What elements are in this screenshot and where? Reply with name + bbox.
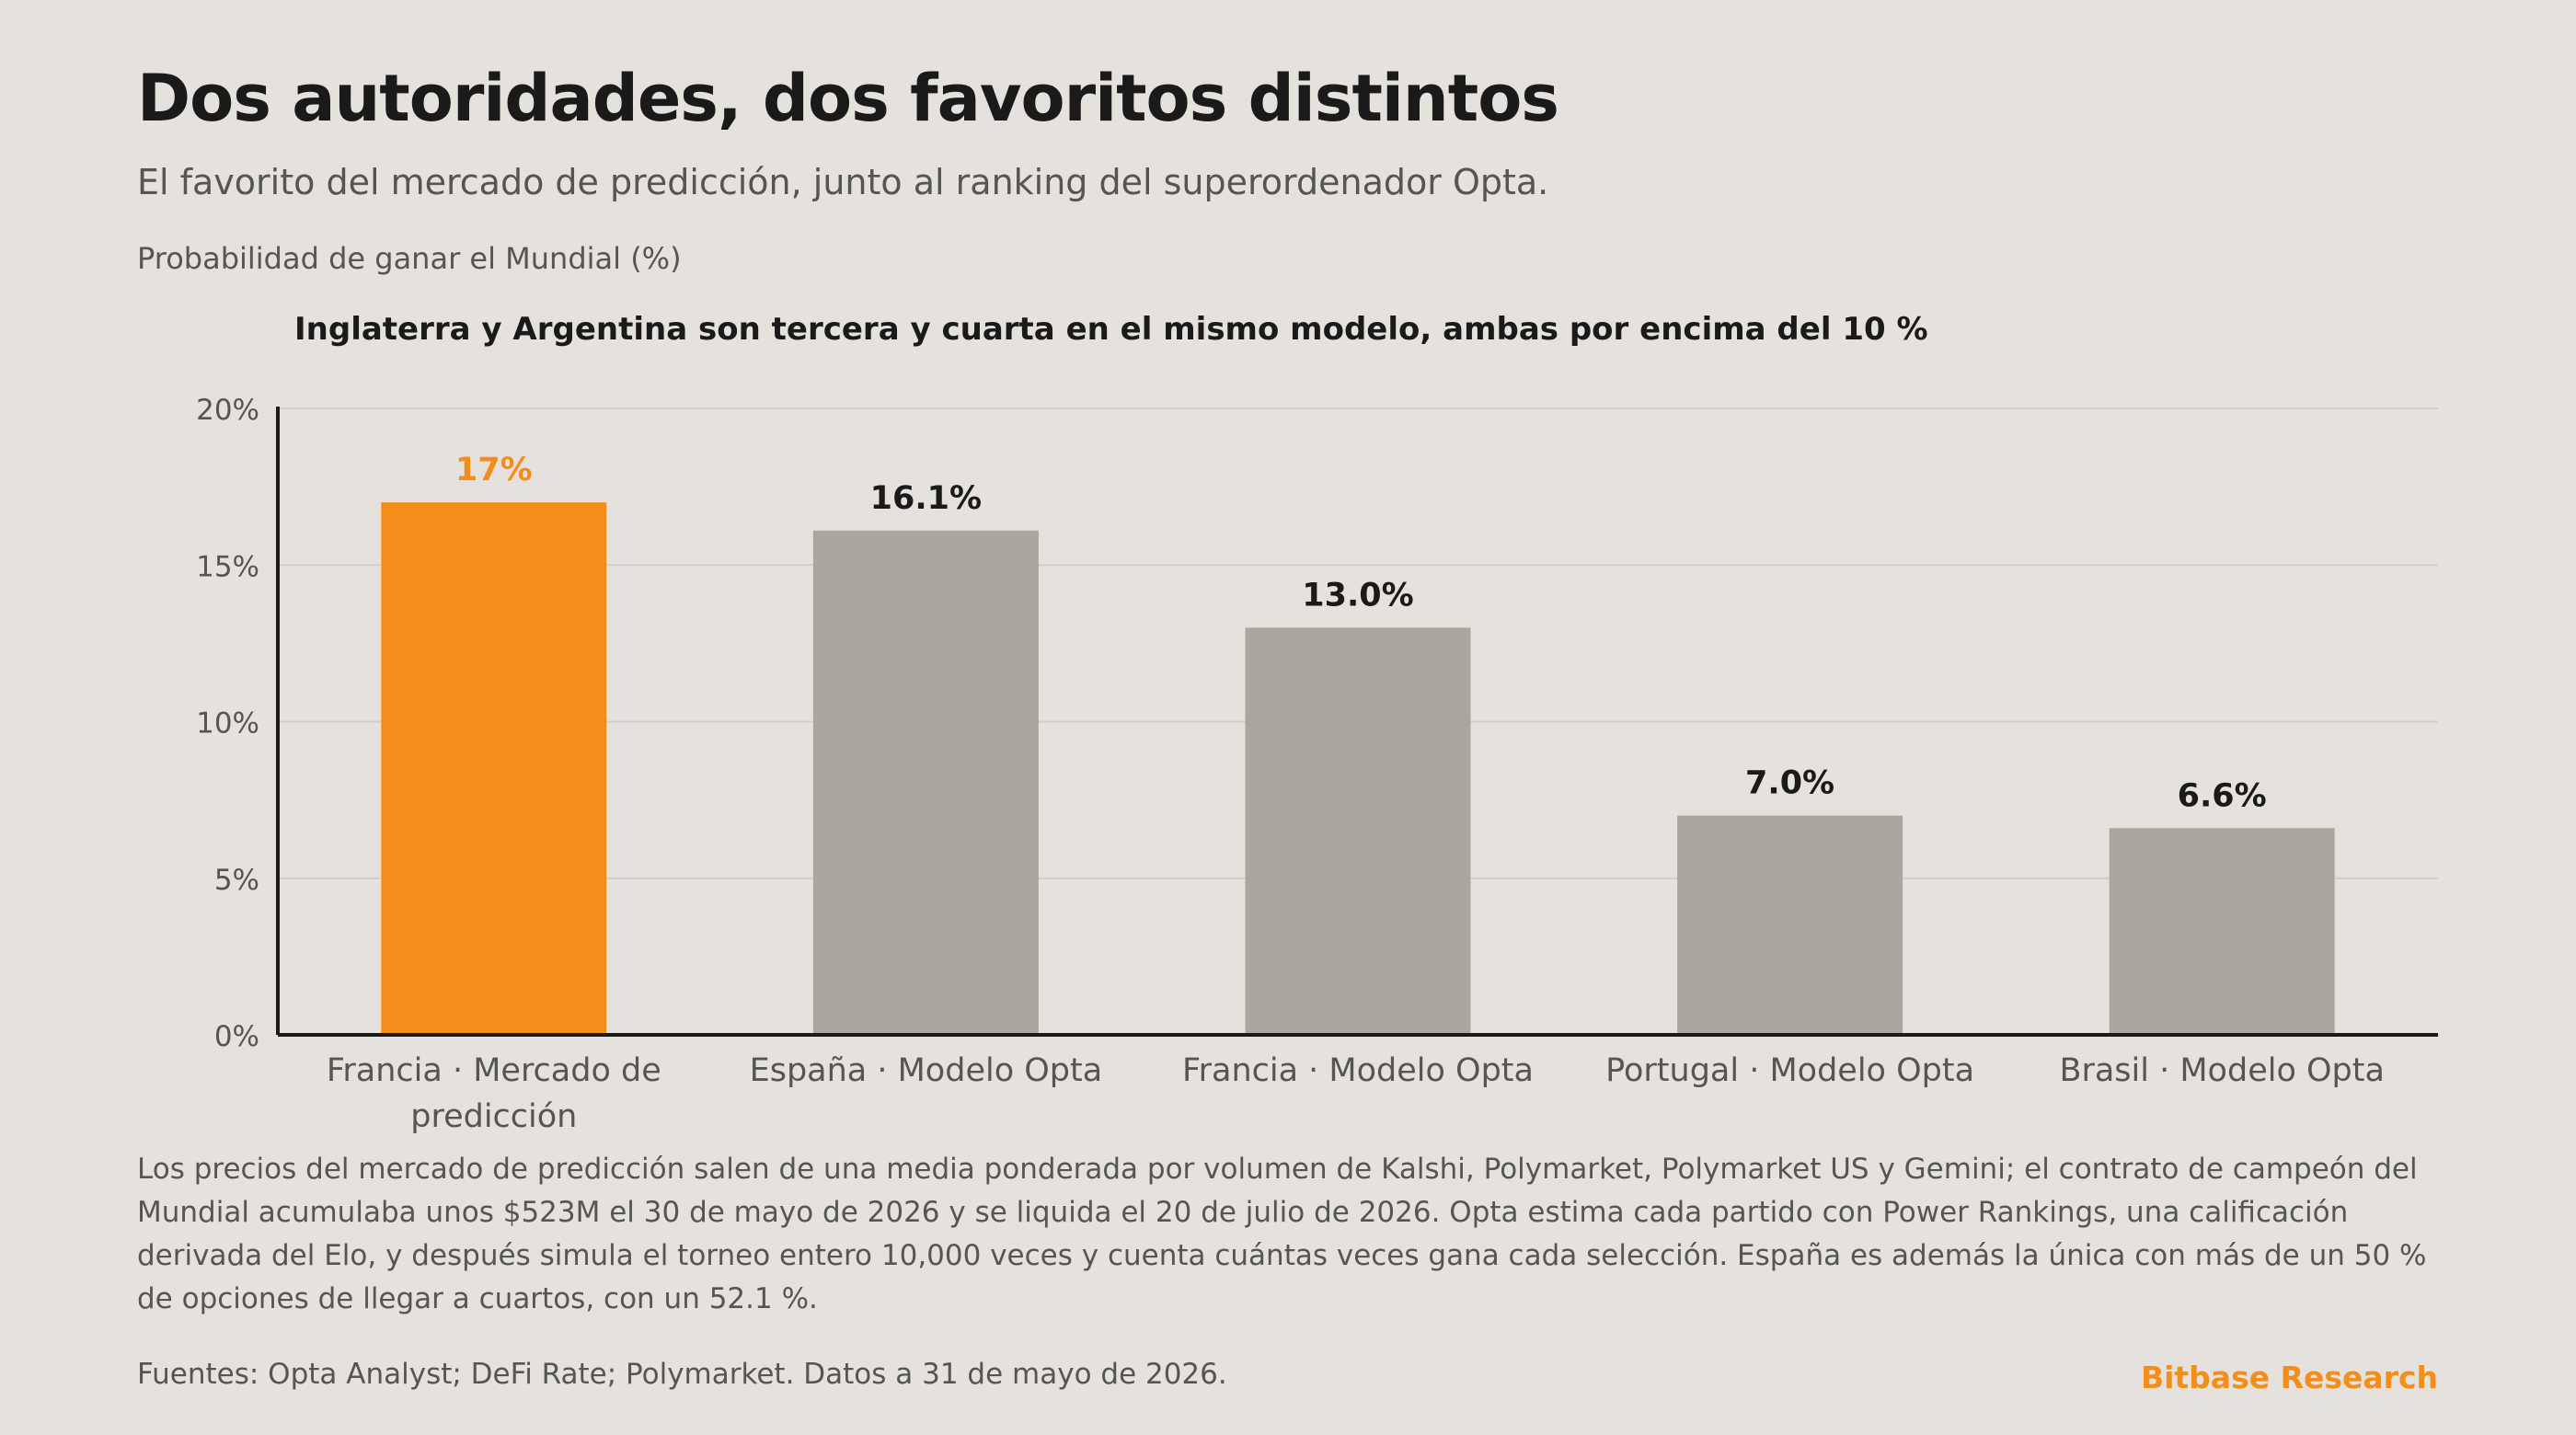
x-tick-label: Portugal · Modelo Opta xyxy=(1605,1052,1974,1089)
x-tick-label: Francia · Modelo Opta xyxy=(1182,1052,1534,1089)
sources-line: Fuentes: Opta Analyst; DeFi Rate; Polyma… xyxy=(137,1358,1227,1391)
bar-value-label: 13.0% xyxy=(1302,577,1413,614)
y-tick-label: 10% xyxy=(196,707,259,740)
y-tick-label: 5% xyxy=(214,864,259,897)
bar-value-label: 16.1% xyxy=(870,480,982,517)
bar xyxy=(1245,627,1471,1035)
bar-value-label: 17% xyxy=(455,452,533,488)
y-axis-unit-label: Probabilidad de ganar el Mundial (%) xyxy=(137,241,682,276)
y-tick-label: 15% xyxy=(196,550,259,583)
y-tick-label: 20% xyxy=(196,394,259,427)
chart-title: Dos autoridades, dos favoritos distintos xyxy=(137,61,1559,136)
bar-value-label: 6.6% xyxy=(2178,777,2267,814)
chart-annotation: Inglaterra y Argentina son tercera y cua… xyxy=(294,311,1928,348)
x-tick-label: Brasil · Modelo Opta xyxy=(2059,1052,2384,1089)
bar xyxy=(381,502,607,1035)
chart-subtitle: El favorito del mercado de predicción, j… xyxy=(137,162,1549,202)
bar xyxy=(812,530,1039,1035)
bar xyxy=(1677,815,1903,1035)
x-tick-label: Francia · Mercado de xyxy=(327,1052,661,1089)
methodology-note: Los precios del mercado de predicción sa… xyxy=(137,1153,2427,1315)
bar-chart: 17% 16.1% 13.0% 7.0% 6.6% 0% 5% 10% 15% 20% Franc… xyxy=(196,394,2438,1135)
bars: 17% 16.1% 13.0% 7.0% 6.6% xyxy=(381,452,2335,1035)
bar-value-label: 7.0% xyxy=(1745,765,1834,802)
brand-logo-text: Bitbase Research xyxy=(2140,1360,2438,1395)
axes: 0% 5% 10% 15% 20% Francia · Mercado de predicc… xyxy=(196,394,2438,1135)
x-tick-label: predicción xyxy=(410,1098,577,1135)
bar xyxy=(2109,828,2335,1035)
y-tick-label: 0% xyxy=(214,1020,259,1053)
x-tick-label: España · Modelo Opta xyxy=(750,1052,1103,1089)
